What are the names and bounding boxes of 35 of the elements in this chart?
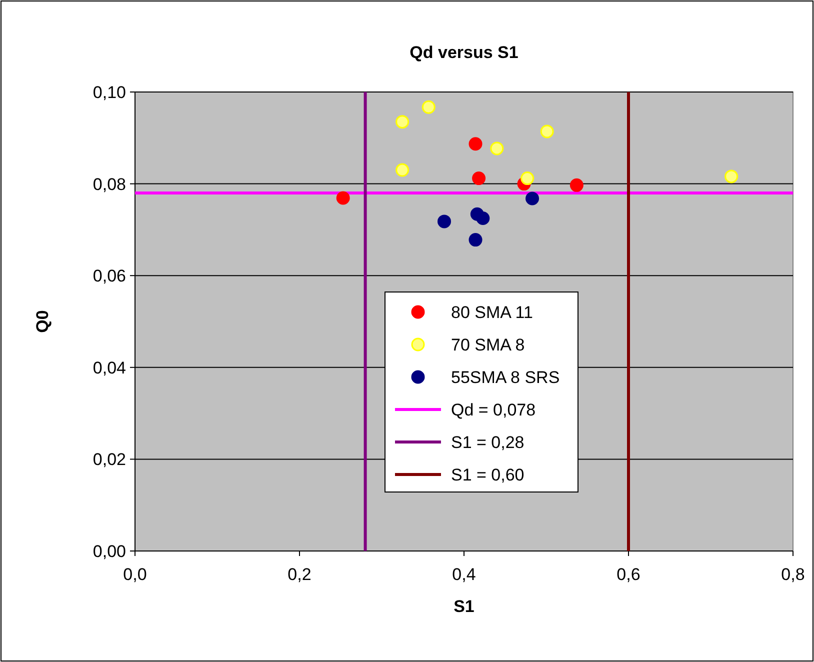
legend-label: 55SMA 8 SRS <box>451 368 560 387</box>
point <box>526 192 540 206</box>
point <box>476 211 490 225</box>
x-tick-label: 0,6 <box>616 565 640 584</box>
point <box>396 163 410 177</box>
point <box>540 124 554 138</box>
x-tick-label: 0,0 <box>123 565 147 584</box>
point <box>468 233 482 247</box>
legend-label: S1 = 0,60 <box>451 466 524 484</box>
point <box>490 142 504 156</box>
point <box>570 178 584 192</box>
x-tick-label: 0,2 <box>288 565 312 584</box>
legend-label: Qd = 0,078 <box>451 400 536 420</box>
point <box>396 115 410 129</box>
legend-label: S1 = 0,28 <box>451 433 524 452</box>
y-tick-label: 0,02 <box>92 450 126 470</box>
point <box>336 191 350 205</box>
y-tick-label: 0,00 <box>92 542 126 561</box>
legend-label: 80 SMA 11 <box>451 303 533 322</box>
y-tick-label: 0,08 <box>92 174 126 194</box>
legend-label: 70 SMA 8 <box>451 336 525 354</box>
point <box>724 170 738 184</box>
point <box>468 137 482 151</box>
x-tick-label: 0,8 <box>781 565 805 584</box>
y-tick-label: 0,10 <box>92 83 126 102</box>
x-tick-label: 0,4 <box>452 565 476 584</box>
point <box>438 214 452 228</box>
x-axis-title: S1 <box>454 597 474 616</box>
chart-title: Qd versus S1 <box>410 43 518 62</box>
y-tick-label: 0,04 <box>92 358 126 378</box>
y-axis-title: Q0 <box>33 310 52 333</box>
point <box>422 100 436 114</box>
y-tick-label: 0,06 <box>92 266 126 286</box>
point <box>520 172 534 186</box>
point <box>472 172 486 186</box>
